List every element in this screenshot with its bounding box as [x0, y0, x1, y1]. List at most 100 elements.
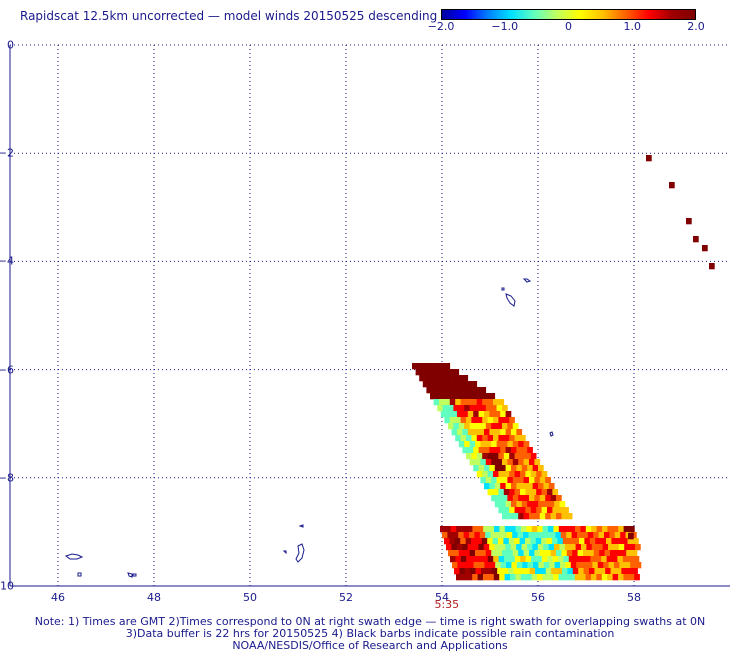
wind-cell [417, 363, 424, 370]
wind-cell [523, 550, 530, 557]
wind-cell [515, 526, 522, 533]
wind-cell [439, 381, 445, 388]
wind-cell [493, 453, 499, 460]
wind-cell [500, 562, 507, 569]
wind-cell [473, 393, 479, 400]
island-outline [127, 572, 133, 578]
wind-cell [628, 526, 634, 533]
wind-cell [456, 544, 463, 551]
wind-cell [444, 399, 451, 406]
wind-cell [504, 574, 511, 581]
island-outline [132, 573, 137, 577]
wind-cell [491, 495, 497, 502]
wind-cell [509, 556, 516, 563]
wind-cell [502, 550, 508, 557]
wind-cell [475, 550, 481, 557]
wind-cell [595, 538, 601, 545]
wind-cell [538, 465, 544, 472]
wind-cell [515, 574, 522, 581]
wind-cell [601, 556, 607, 563]
wind-cell [482, 399, 488, 406]
wind-cell [561, 513, 568, 520]
wind-cell [496, 459, 503, 466]
wind-cell [489, 411, 496, 418]
wind-cell [498, 471, 505, 478]
wind-cell [467, 526, 473, 533]
wind-cell [480, 550, 487, 557]
wind-cell [520, 507, 526, 514]
wind-cell [554, 562, 561, 569]
wind-cell [594, 568, 601, 575]
wind-cell [476, 538, 483, 545]
wind-cell [565, 562, 572, 569]
wind-cell [548, 483, 555, 490]
colorbar [441, 9, 696, 20]
wind-cell [587, 562, 593, 569]
wind-cell [503, 489, 510, 496]
wind-cell [477, 526, 484, 533]
wind-cell [527, 501, 533, 508]
wind-cell [504, 526, 511, 533]
wind-cell [522, 562, 528, 569]
wind-cell [521, 526, 527, 533]
wind-cell [498, 507, 505, 514]
wind-cell [493, 489, 499, 496]
wind-cell [478, 411, 485, 418]
wind-cell [547, 574, 554, 581]
wind-cell [446, 375, 452, 382]
wind-cell [460, 538, 466, 545]
wind-cell [512, 495, 519, 502]
wind-cell [531, 574, 538, 581]
wind-cell [451, 393, 458, 400]
wind-cell [466, 417, 472, 424]
wind-cell [512, 423, 519, 430]
wind-cell [520, 435, 526, 442]
wind-cell [593, 532, 599, 539]
wind-cell [484, 447, 490, 454]
wind-cell [480, 459, 487, 466]
wind-cell [446, 411, 452, 418]
wind-cell [630, 562, 636, 569]
wind-cell [422, 363, 429, 370]
wind-cell [550, 550, 557, 557]
wind-cell [602, 526, 608, 533]
wind-cell [539, 513, 546, 520]
wind-cell [529, 550, 535, 557]
wind-cell [464, 423, 470, 430]
longitude-label: 46 [51, 591, 65, 604]
wind-cell [450, 556, 456, 563]
wind-cell [484, 429, 490, 436]
wind-cell [467, 411, 474, 418]
wind-cell [442, 369, 449, 376]
wind-cell [552, 538, 558, 545]
wind-cell [539, 495, 546, 502]
wind-cell [541, 471, 548, 478]
wind-cell [562, 538, 569, 545]
wind-cell [530, 538, 537, 545]
wind-cell [612, 556, 618, 563]
wind-cell [473, 465, 479, 472]
wind-cell [475, 441, 481, 448]
wind-cell [501, 532, 508, 539]
wind-cell [496, 532, 502, 539]
wind-cell [509, 435, 515, 442]
wind-cell [564, 526, 570, 533]
wind-cell [458, 532, 464, 539]
wind-cell [447, 532, 454, 539]
wind-cell [462, 562, 469, 569]
wind-cell [527, 447, 533, 454]
wind-cell [527, 465, 533, 472]
wind-cell [546, 538, 553, 545]
wind-cell [496, 550, 503, 557]
longitude-label: 54 [435, 591, 449, 604]
wind-cell [517, 532, 524, 539]
wind-cell [525, 489, 532, 496]
wind-cell [448, 387, 454, 394]
wind-cell [583, 550, 589, 557]
footer-note-line2: 3)Data buffer is 22 hrs for 20150525 4) … [125, 627, 615, 640]
wind-cell [583, 568, 590, 575]
wind-cell [502, 477, 508, 484]
wind-cell [514, 435, 521, 442]
wind-cell [457, 562, 464, 569]
wind-cell [487, 417, 494, 424]
